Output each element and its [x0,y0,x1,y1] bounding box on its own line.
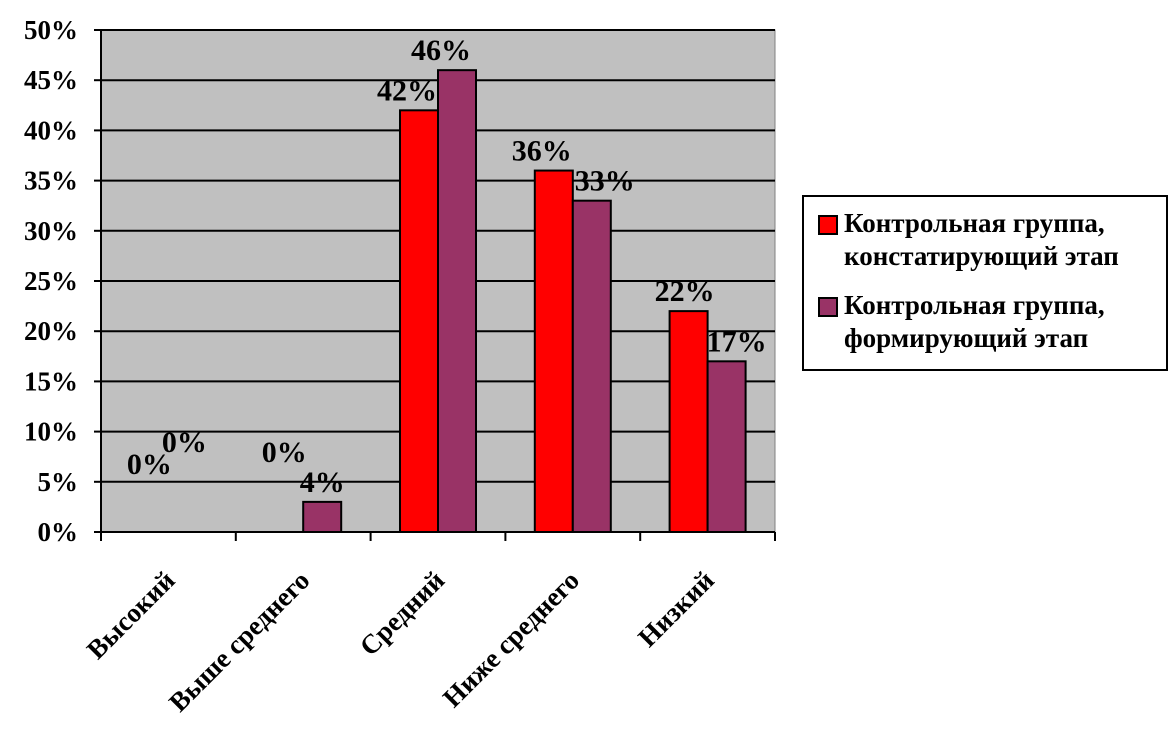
data-label: 0% [162,426,207,459]
y-tick-label: 40% [24,115,78,145]
legend-label-series-2: Контрольная группа, формирующий этап [844,290,1105,353]
y-axis-ticks: 0% 5% 10% 15% 20% 25% 30% 35% 40% 45% 50% [24,15,101,547]
x-tick-label: Высокий [81,565,181,665]
data-label: 42% [377,74,437,107]
legend-item-series-1: Контрольная группа, констатирующий этап [818,207,1119,273]
x-tick-label: Средний [354,565,451,662]
data-labels: 0%0% 0%4%42%46%36%33%22%17% [127,34,767,499]
x-tick-label: Ниже среднего [437,565,585,713]
y-tick-label: 15% [24,366,78,396]
y-tick-label: 0% [38,517,79,547]
y-tick-label: 50% [24,15,78,45]
bar [302,500,343,534]
y-tick-label: 30% [24,216,78,246]
data-label: 46% [411,34,471,67]
y-tick-label: 20% [24,316,78,346]
bar [399,109,439,533]
legend: Контрольная группа, констатирующий этап … [802,195,1168,371]
legend-swatch-series-1 [818,215,838,235]
y-tick-label: 5% [38,467,79,497]
data-label: 33% [575,165,635,198]
y-tick-label: 45% [24,65,78,95]
data-label: 22% [655,275,715,308]
y-tick-label: 35% [24,166,78,196]
y-tick-label: 25% [24,266,78,296]
legend-item-series-2: Контрольная группа, формирующий этап [818,289,1105,355]
data-label: 4% [300,466,345,499]
legend-label-series-1: Контрольная группа, констатирующий этап [844,208,1119,271]
y-tick-label: 10% [24,417,78,447]
data-label: 17% [707,325,767,358]
bar [668,310,709,533]
bar [571,199,612,533]
data-label: 36% [512,135,572,168]
legend-swatch-series-2 [818,297,838,317]
x-tick-label: Низкий [632,565,720,653]
bar [437,69,477,533]
x-tick-label: Выше среднего [163,565,315,717]
data-label: 0% [127,448,172,481]
data-label: 0% [262,436,307,469]
bar [533,169,574,533]
bar [706,360,747,533]
